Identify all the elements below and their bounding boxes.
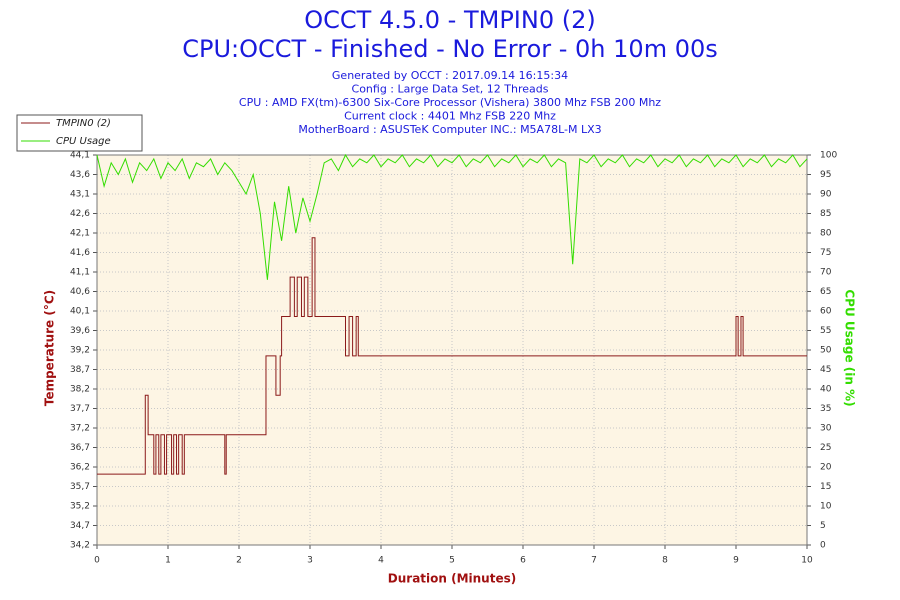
legend xyxy=(16,114,143,152)
y2-tick-label: 80 xyxy=(820,229,832,239)
x-tick-label: 0 xyxy=(94,556,100,566)
y-tick-label: 39,6 xyxy=(70,326,90,336)
y-tick-label: 35,7 xyxy=(70,482,90,492)
y2-tick-label: 30 xyxy=(820,424,832,434)
y-tick-label: 38,7 xyxy=(70,365,90,375)
y2-axis-title: CPU Usage (in %) xyxy=(843,289,857,406)
x-tick-label: 6 xyxy=(520,556,526,566)
y2-tick-label: 25 xyxy=(820,443,831,453)
y-tick-label: 42,6 xyxy=(70,209,90,219)
y-tick-label: 44,1 xyxy=(70,151,90,161)
y-tick-label: 37,2 xyxy=(70,424,90,434)
x-tick-label: 2 xyxy=(236,556,242,566)
y2-tick-label: 85 xyxy=(820,209,831,219)
chart-title: OCCT 4.5.0 - TMPIN0 (2) xyxy=(304,6,595,34)
y-tick-label: 41,6 xyxy=(70,248,90,258)
y2-tick-label: 10 xyxy=(820,502,832,512)
x-tick-label: 5 xyxy=(449,556,455,566)
y-tick-label: 36,2 xyxy=(70,463,90,473)
y-tick-label: 40,6 xyxy=(70,287,90,297)
x-tick-label: 4 xyxy=(378,556,384,566)
info-line: Generated by OCCT : 2017.09.14 16:15:34 xyxy=(332,69,568,82)
x-tick-label: 1 xyxy=(165,556,171,566)
y2-tick-label: 15 xyxy=(820,482,831,492)
x-tick-label: 8 xyxy=(662,556,668,566)
x-tick-label: 10 xyxy=(801,556,813,566)
plot-border xyxy=(96,154,808,546)
y2-tick-label: 55 xyxy=(820,326,831,336)
y-tick-label: 34,7 xyxy=(70,521,90,531)
y2-tick-label: 50 xyxy=(820,346,832,356)
y2-tick-label: 65 xyxy=(820,287,831,297)
info-line: CPU : AMD FX(tm)-6300 Six-Core Processor… xyxy=(239,96,661,109)
y2-tick-label: 90 xyxy=(820,190,832,200)
y2-tick-label: 70 xyxy=(820,268,832,278)
y2-tick-label: 60 xyxy=(820,307,832,317)
y2-tick-label: 35 xyxy=(820,404,831,414)
y-tick-label: 35,2 xyxy=(70,502,90,512)
y-tick-label: 41,1 xyxy=(70,268,90,278)
y2-tick-label: 75 xyxy=(820,248,831,258)
info-line: MotherBoard : ASUSTeK Computer INC.: M5A… xyxy=(298,123,601,136)
y-tick-label: 36,7 xyxy=(70,443,90,453)
y-tick-label: 39,2 xyxy=(70,346,90,356)
series-line xyxy=(97,237,807,475)
y-tick-label: 42,1 xyxy=(70,229,90,239)
y2-tick-label: 0 xyxy=(820,541,826,551)
info-line: Current clock : 4401 Mhz FSB 220 Mhz xyxy=(344,110,556,123)
y2-tick-label: 20 xyxy=(820,463,832,473)
y2-tick-label: 100 xyxy=(820,151,837,161)
y2-tick-label: 40 xyxy=(820,385,832,395)
chart-subtitle: CPU:OCCT - Finished - No Error - 0h 10m … xyxy=(182,35,718,63)
y-tick-label: 37,7 xyxy=(70,404,90,414)
x-tick-label: 9 xyxy=(733,556,739,566)
y2-tick-label: 95 xyxy=(820,170,831,180)
y-tick-label: 34,2 xyxy=(70,541,90,551)
y2-tick-label: 45 xyxy=(820,365,831,375)
y2-tick-label: 5 xyxy=(820,521,826,531)
legend-label: TMPIN0 (2) xyxy=(56,118,111,129)
y-tick-label: 40,1 xyxy=(70,307,90,317)
y-tick-label: 43,1 xyxy=(70,190,90,200)
info-line: Config : Large Data Set, 12 Threads xyxy=(352,83,549,96)
series-line xyxy=(96,153,808,280)
x-tick-label: 3 xyxy=(307,556,313,566)
x-axis-title: Duration (Minutes) xyxy=(388,572,516,586)
legend-label: CPU Usage xyxy=(56,136,111,147)
y-axis-title: Temperature (°C) xyxy=(43,290,57,406)
x-tick-label: 7 xyxy=(591,556,597,566)
y-tick-label: 43,6 xyxy=(70,170,90,180)
y-tick-label: 38,2 xyxy=(70,385,90,395)
